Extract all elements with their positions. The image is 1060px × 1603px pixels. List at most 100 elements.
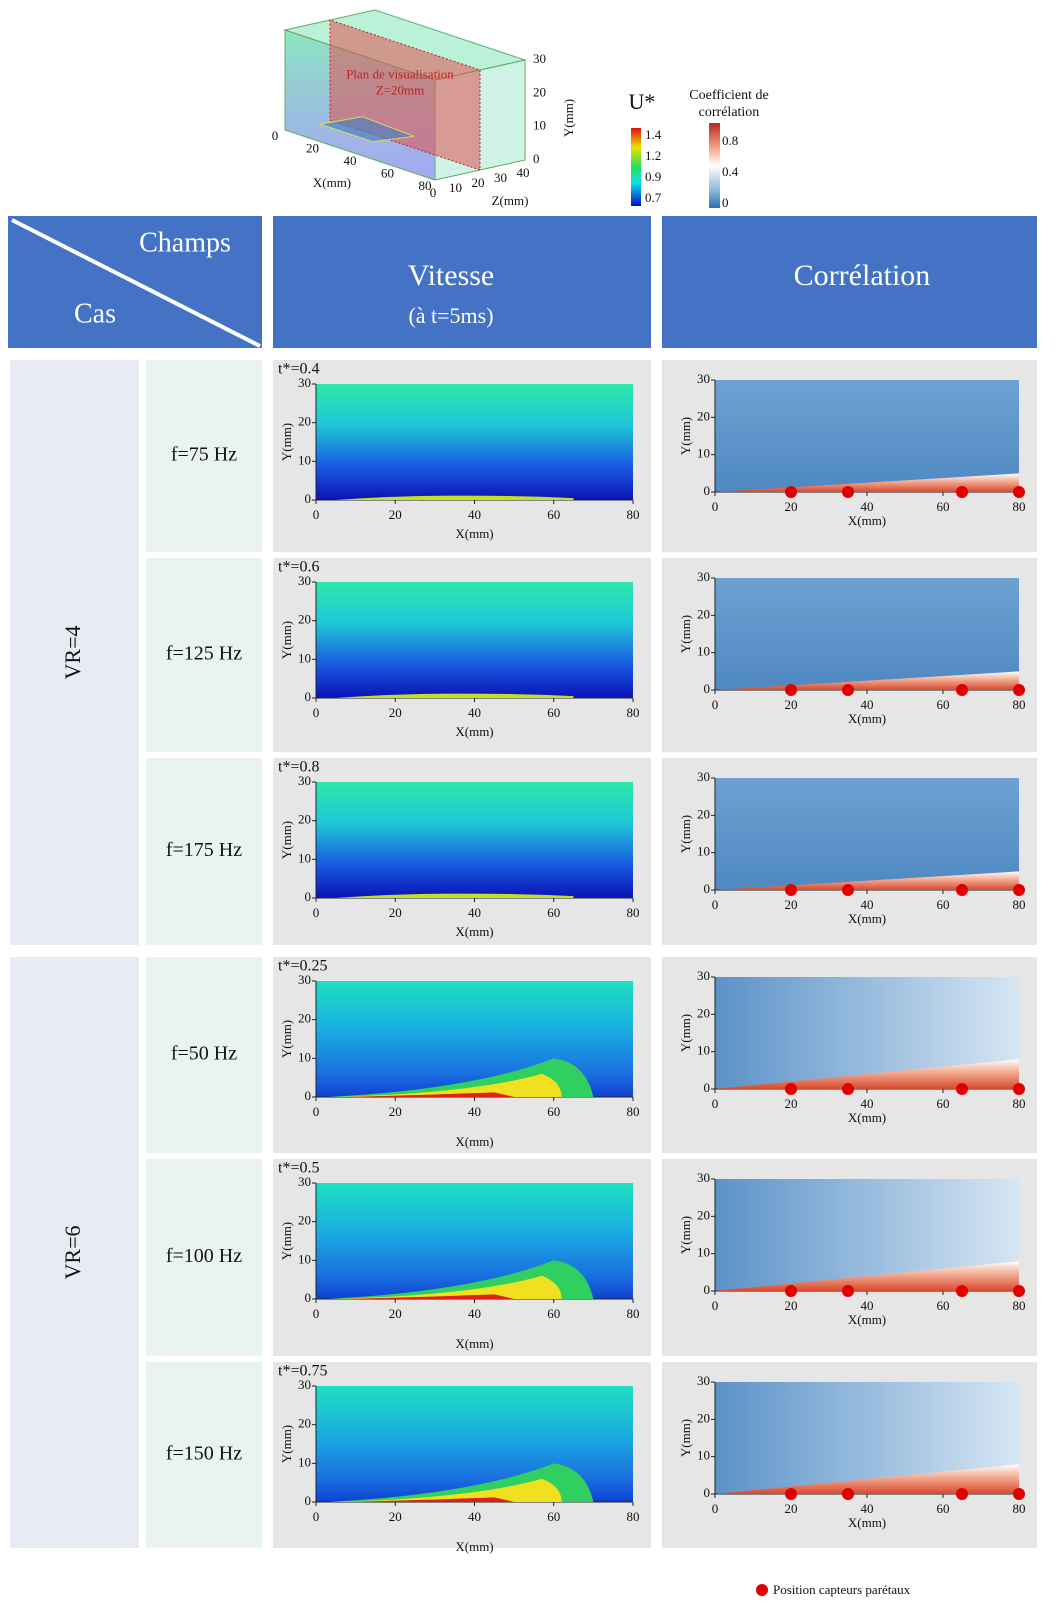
- correlation-field: [715, 380, 1019, 492]
- z-tick-label: 30: [494, 170, 507, 185]
- frequency-label: f=75 Hz: [171, 444, 237, 466]
- z-tick-label: 40: [517, 165, 530, 180]
- y-tick-label: 0: [533, 151, 540, 166]
- y-tick-label: 0: [704, 681, 711, 696]
- sensor: [842, 486, 854, 498]
- x-tick-label: 0: [313, 1104, 320, 1119]
- frequency-cell: [146, 1362, 262, 1548]
- x-tick-label: 0: [313, 1306, 320, 1321]
- x-tick-label: 0: [313, 1509, 320, 1524]
- y-tick-label: 10: [298, 1049, 311, 1064]
- sensor-legend-marker: [756, 1584, 768, 1596]
- y-tick-label: 20: [298, 1011, 311, 1026]
- colorbar: [631, 128, 641, 206]
- x-tick-label: 0: [272, 128, 279, 143]
- x-tick-label: 60: [547, 1104, 560, 1119]
- colorbar-tick: 0.4: [722, 164, 739, 179]
- y-tick-label: 30: [298, 1174, 311, 1189]
- y-tick-label: 10: [697, 1448, 710, 1463]
- y-axis-label: Y(mm): [279, 1222, 294, 1260]
- z-tick-label: 0: [430, 185, 437, 200]
- correlation-wedge: [715, 671, 1019, 690]
- correlation-wedge: [715, 1464, 1019, 1494]
- y-tick-label: 30: [298, 573, 311, 588]
- y-tick-label: 30: [697, 1170, 710, 1185]
- y-tick-label: 10: [298, 650, 311, 665]
- x-tick-label: 40: [468, 705, 481, 720]
- x-tick-label: 40: [861, 1096, 874, 1111]
- t-star-label: t*=0.8: [278, 759, 319, 776]
- frequency-label: f=175 Hz: [166, 839, 242, 861]
- x-tick-label: 80: [1013, 697, 1026, 712]
- y-axis-label: Y(mm): [561, 99, 576, 137]
- correlation-wedge: [715, 871, 1019, 890]
- y-tick-label: 0: [704, 1080, 711, 1095]
- x-tick-label: 80: [627, 705, 640, 720]
- t-star-label: t*=0.6: [278, 559, 319, 576]
- x-tick-label: 40: [861, 897, 874, 912]
- x-tick-label: 20: [306, 140, 319, 155]
- corner-top: Champs: [139, 227, 231, 258]
- sensor-legend: Position capteurs parétaux: [773, 1582, 911, 1597]
- y-tick-label: 30: [697, 569, 710, 584]
- y-tick-label: 0: [704, 881, 711, 896]
- y-tick-label: 20: [697, 606, 710, 621]
- y-axis-label: Y(mm): [678, 417, 693, 455]
- x-axis-label: X(mm): [455, 526, 493, 541]
- y-tick-label: 30: [697, 371, 710, 386]
- correlation-wedge: [715, 1261, 1019, 1291]
- correlation-wedge: [715, 1059, 1019, 1089]
- x-tick-label: 20: [785, 697, 798, 712]
- x-tick-label: 60: [937, 697, 950, 712]
- x-tick-label: 20: [785, 1096, 798, 1111]
- y-tick-label: 30: [298, 972, 311, 987]
- sensor: [1013, 1285, 1025, 1297]
- x-tick-label: 20: [785, 499, 798, 514]
- x-axis-label: X(mm): [455, 1539, 493, 1554]
- jet-core: [347, 1294, 515, 1299]
- x-tick-label: 0: [712, 1298, 719, 1313]
- x-tick-label: 60: [937, 1096, 950, 1111]
- sensor: [785, 684, 797, 696]
- x-tick-label: 40: [861, 697, 874, 712]
- y-axis-label: Y(mm): [678, 615, 693, 653]
- t-star-label: t*=0.5: [278, 1160, 319, 1177]
- y-tick-label: 0: [305, 889, 312, 904]
- x-tick-label: 0: [313, 905, 320, 920]
- corner-bottom: Cas: [74, 298, 116, 329]
- sensor: [785, 1285, 797, 1297]
- jet-streak: [335, 495, 574, 500]
- y-tick-label: 0: [305, 1290, 312, 1305]
- x-tick-label: 60: [547, 1306, 560, 1321]
- sensor: [1013, 1083, 1025, 1095]
- sensor: [842, 884, 854, 896]
- y-tick-label: 20: [697, 1207, 710, 1222]
- y-tick-label: 0: [305, 1493, 312, 1508]
- sensor: [956, 684, 968, 696]
- x-tick-label: 80: [1013, 897, 1026, 912]
- y-tick-label: 10: [298, 1251, 311, 1266]
- x-tick-label: 80: [1013, 1096, 1026, 1111]
- y-tick-label: 10: [697, 1043, 710, 1058]
- y-axis-label: Y(mm): [279, 1425, 294, 1463]
- y-axis-label: Y(mm): [678, 815, 693, 853]
- x-tick-label: 40: [468, 507, 481, 522]
- sensor: [1013, 1488, 1025, 1500]
- header-cell: [662, 216, 1037, 348]
- jet-core: [335, 1478, 562, 1502]
- x-tick-label: 40: [861, 1298, 874, 1313]
- x-tick-label: 0: [712, 697, 719, 712]
- y-tick-label: 10: [697, 1245, 710, 1260]
- colorbar-tick: 0.9: [645, 169, 661, 184]
- velocity-field: [316, 582, 633, 698]
- frequency-label: f=100 Hz: [166, 1245, 242, 1267]
- x-tick-label: 0: [712, 897, 719, 912]
- x-tick-label: 40: [468, 1306, 481, 1321]
- frequency-cell: [146, 957, 262, 1153]
- y-axis-label: Y(mm): [678, 1216, 693, 1254]
- frequency-label: f=50 Hz: [171, 1043, 237, 1065]
- x-tick-label: 40: [468, 1104, 481, 1119]
- y-tick-label: 0: [704, 483, 711, 498]
- y-tick-label: 20: [697, 1410, 710, 1425]
- plane-z: Z=20mm: [376, 83, 425, 98]
